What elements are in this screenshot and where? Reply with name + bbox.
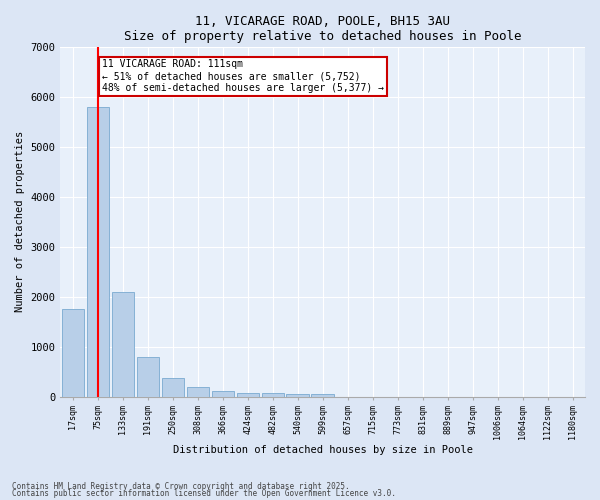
Bar xyxy=(311,394,334,397)
Bar xyxy=(262,393,284,397)
Y-axis label: Number of detached properties: Number of detached properties xyxy=(15,131,25,312)
Title: 11, VICARAGE ROAD, POOLE, BH15 3AU
Size of property relative to detached houses : 11, VICARAGE ROAD, POOLE, BH15 3AU Size … xyxy=(124,15,521,43)
Bar xyxy=(161,378,184,397)
X-axis label: Distribution of detached houses by size in Poole: Distribution of detached houses by size … xyxy=(173,445,473,455)
Bar xyxy=(86,107,109,397)
Bar xyxy=(212,391,234,397)
Bar xyxy=(187,387,209,397)
Text: 11 VICARAGE ROAD: 111sqm
← 51% of detached houses are smaller (5,752)
48% of sem: 11 VICARAGE ROAD: 111sqm ← 51% of detach… xyxy=(101,60,383,92)
Text: Contains HM Land Registry data © Crown copyright and database right 2025.: Contains HM Land Registry data © Crown c… xyxy=(12,482,350,491)
Bar xyxy=(62,310,84,397)
Bar xyxy=(236,393,259,397)
Bar xyxy=(286,394,309,397)
Bar xyxy=(137,357,159,397)
Bar xyxy=(112,292,134,397)
Text: Contains public sector information licensed under the Open Government Licence v3: Contains public sector information licen… xyxy=(12,490,396,498)
